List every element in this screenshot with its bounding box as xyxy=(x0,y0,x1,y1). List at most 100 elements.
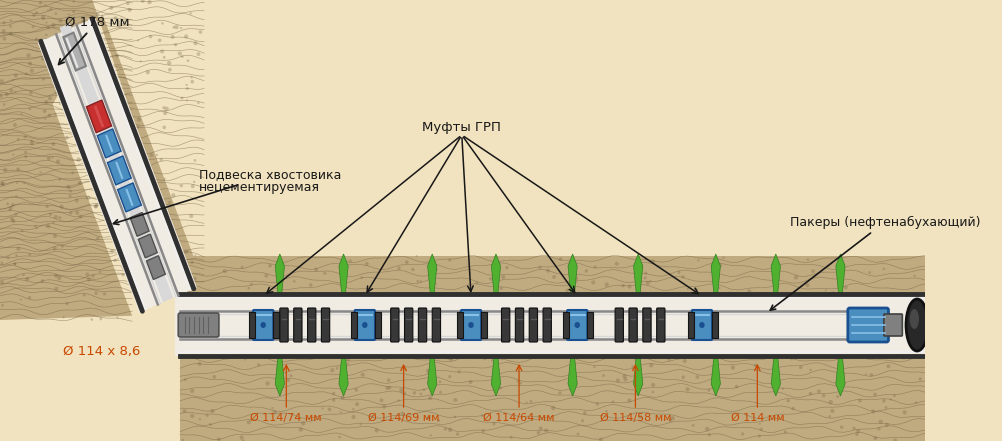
Point xyxy=(190,51,206,58)
Polygon shape xyxy=(772,254,781,294)
Point xyxy=(43,6,59,13)
Point xyxy=(413,278,429,285)
Point xyxy=(166,24,182,31)
FancyBboxPatch shape xyxy=(322,308,330,342)
Point xyxy=(599,281,615,288)
Point xyxy=(115,271,131,278)
Point xyxy=(172,50,188,57)
Point xyxy=(24,137,40,144)
Point xyxy=(112,172,128,179)
Point xyxy=(45,219,61,226)
Point xyxy=(778,429,794,436)
Point xyxy=(107,15,123,22)
Point xyxy=(62,187,78,194)
Point xyxy=(104,247,120,254)
Point xyxy=(858,370,874,377)
Point xyxy=(405,266,421,273)
Polygon shape xyxy=(633,254,643,294)
Point xyxy=(680,285,696,292)
Point xyxy=(81,150,97,157)
Point xyxy=(75,71,91,78)
Point xyxy=(60,108,76,115)
Point xyxy=(29,225,45,232)
Point xyxy=(89,11,105,18)
Point xyxy=(0,166,13,173)
Point xyxy=(574,417,590,424)
Point xyxy=(510,377,526,385)
Point xyxy=(54,203,70,210)
Text: Муфты ГРП: Муфты ГРП xyxy=(423,122,501,135)
Point xyxy=(676,358,692,365)
Point xyxy=(91,43,107,50)
Point xyxy=(37,108,53,115)
Point xyxy=(868,434,884,441)
Point xyxy=(775,385,791,392)
Point xyxy=(407,389,423,396)
Point xyxy=(69,197,85,204)
Point xyxy=(173,182,189,189)
Point xyxy=(353,421,369,428)
Point xyxy=(395,410,411,417)
Point xyxy=(287,278,303,285)
Point xyxy=(907,272,923,279)
Point xyxy=(50,158,66,165)
Point xyxy=(103,99,119,106)
Bar xyxy=(587,312,593,338)
Point xyxy=(887,437,903,441)
Point xyxy=(146,183,162,191)
Point xyxy=(431,417,447,424)
Point xyxy=(710,272,726,279)
Point xyxy=(233,434,249,441)
Point xyxy=(447,413,463,420)
Point xyxy=(15,272,31,279)
FancyBboxPatch shape xyxy=(615,308,623,342)
Point xyxy=(332,434,348,441)
Point xyxy=(326,396,342,404)
Point xyxy=(10,166,26,173)
Point xyxy=(178,33,194,40)
Point xyxy=(140,177,156,184)
Point xyxy=(235,437,252,441)
Point xyxy=(724,364,740,371)
Point xyxy=(643,362,659,369)
Point xyxy=(806,268,822,275)
Point xyxy=(7,260,23,267)
Point xyxy=(199,412,215,419)
Point xyxy=(27,222,43,229)
Point xyxy=(124,211,140,218)
Text: Ø 114 х 8,6: Ø 114 х 8,6 xyxy=(63,345,140,359)
Polygon shape xyxy=(0,0,204,294)
Ellipse shape xyxy=(906,299,928,351)
Polygon shape xyxy=(0,0,132,320)
FancyBboxPatch shape xyxy=(543,308,551,342)
Point xyxy=(174,437,190,441)
Point xyxy=(94,100,110,107)
Point xyxy=(61,11,77,18)
Point xyxy=(149,151,165,158)
Point xyxy=(867,391,883,398)
Point xyxy=(451,368,467,375)
Point xyxy=(161,199,177,206)
Point xyxy=(101,185,117,192)
Point xyxy=(638,269,654,277)
FancyBboxPatch shape xyxy=(419,308,427,342)
Polygon shape xyxy=(836,254,845,294)
Point xyxy=(862,269,878,276)
Point xyxy=(179,85,195,92)
Point xyxy=(40,7,56,14)
Point xyxy=(322,406,338,413)
Point xyxy=(675,374,691,381)
Point xyxy=(442,373,458,380)
Point xyxy=(17,133,33,140)
Point xyxy=(55,314,71,321)
Point xyxy=(117,19,133,26)
Point xyxy=(0,27,12,34)
Point xyxy=(359,260,375,267)
Point xyxy=(781,397,797,404)
Bar xyxy=(351,312,357,338)
Circle shape xyxy=(699,322,704,328)
Point xyxy=(63,110,79,117)
Point xyxy=(585,279,601,286)
Polygon shape xyxy=(138,234,157,258)
Point xyxy=(28,36,44,43)
